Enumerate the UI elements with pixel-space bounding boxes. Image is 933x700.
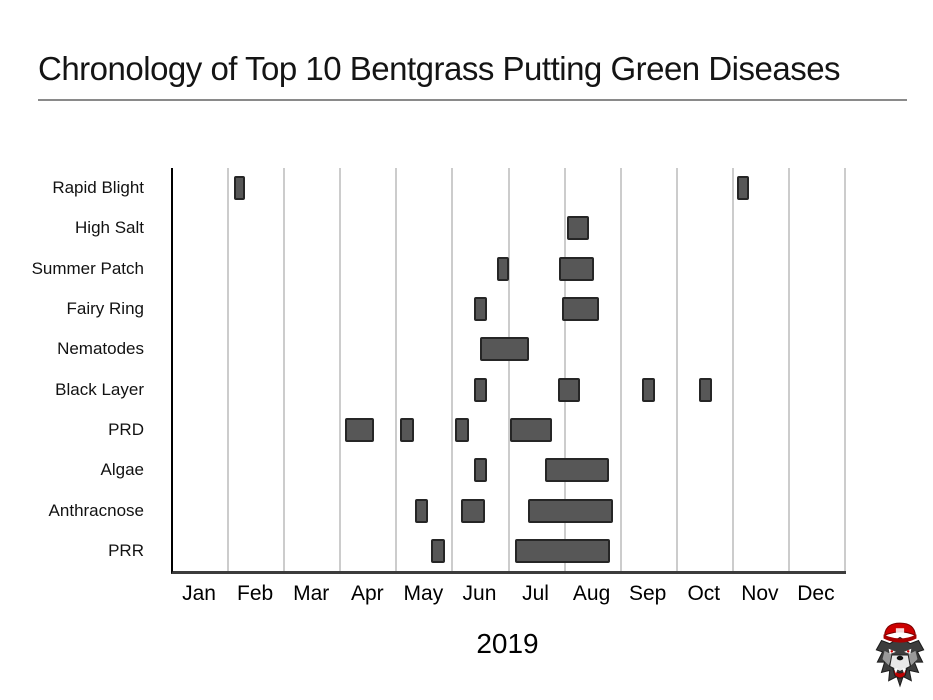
chart-bar [737, 176, 749, 201]
row-label: Fairy Ring [66, 299, 144, 319]
month-label: Feb [237, 582, 274, 605]
chart-bar [474, 377, 488, 402]
month-label: Dec [797, 582, 835, 605]
month-label: Sep [629, 582, 667, 605]
month-label: Aug [572, 582, 611, 605]
x-axis-title: 2019 [476, 628, 539, 659]
chart-bar [567, 216, 590, 241]
gridline [339, 168, 342, 571]
month-label: Jul [522, 582, 549, 605]
month-label: Nov [741, 582, 779, 605]
gridline [395, 168, 398, 571]
month-label: Jan [182, 582, 216, 605]
chart-bar [479, 337, 530, 362]
chart-bar [415, 498, 429, 523]
chart-bar [234, 176, 245, 201]
chart-bar [474, 458, 488, 483]
nc-state-wolf-logo [875, 622, 925, 688]
gridline [283, 168, 286, 571]
row-label: Nematodes [57, 339, 144, 359]
chart-bar [544, 458, 609, 483]
chart-bar [474, 297, 488, 322]
chart-bar [515, 538, 610, 563]
gridline [844, 168, 846, 571]
row-labels: Rapid Blight High Salt Summer Patch Fairy R… [0, 168, 158, 571]
chart-bar [497, 256, 509, 281]
month-label: May [403, 582, 444, 605]
gridline [619, 168, 622, 571]
row-label: PRD [108, 419, 144, 439]
gridline [563, 168, 566, 571]
row-label: Black Layer [55, 379, 144, 399]
chart-bar [400, 417, 415, 442]
gridline [451, 168, 454, 571]
month-label: Mar [293, 582, 330, 605]
row-label: Anthracnose [48, 500, 144, 520]
gridline [787, 168, 790, 571]
row-label: Rapid Blight [52, 178, 144, 198]
chart-bar [430, 538, 445, 563]
row-label: Summer Patch [31, 258, 144, 278]
page-title: Chronology of Top 10 Bentgrass Putting G… [38, 50, 841, 87]
chart-bar [562, 297, 600, 322]
month-label: Apr [350, 582, 384, 605]
chart-bar [510, 417, 553, 442]
row-label: PRR [108, 540, 144, 560]
chart-bar [558, 256, 595, 281]
chart-bar [345, 417, 374, 442]
title-underline [38, 99, 907, 101]
plot-area [171, 168, 846, 574]
chart-bar [455, 417, 470, 442]
chart-bar [558, 377, 581, 402]
month-label: Oct [687, 582, 721, 605]
month-label: Jun [462, 582, 497, 605]
chart-bar [641, 377, 656, 402]
gridline [507, 168, 510, 571]
gridline [731, 168, 734, 571]
gridline [675, 168, 678, 571]
row-label: Algae [100, 460, 144, 480]
gridline [227, 168, 230, 571]
chart-bar [528, 498, 614, 523]
chart-bar [461, 498, 485, 523]
month-axis: Jan Feb Mar Apr May Jun Jul Aug Sep Oct Nov Dec [171, 580, 844, 608]
chart-bar [699, 377, 712, 402]
row-label: High Salt [75, 218, 144, 238]
